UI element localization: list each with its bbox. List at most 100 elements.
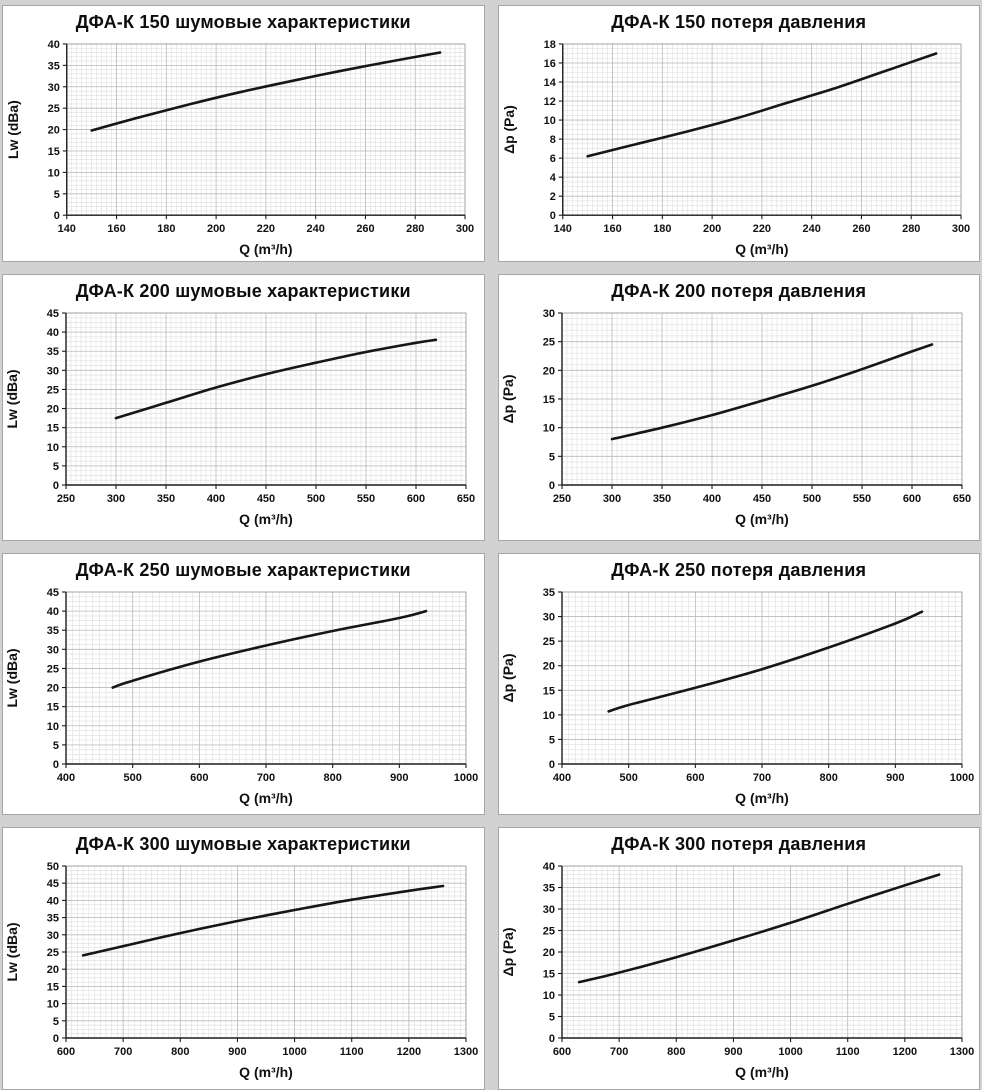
svg-text:30: 30 (543, 612, 555, 624)
y-axis-label: Δp (Pa) (500, 375, 516, 424)
svg-text:8: 8 (549, 134, 555, 146)
data-curve (82, 884, 445, 957)
chart-panel-dfa-k-300-pressure: ДФА-К 300 потеря давления 600 700 800 900 10… (497, 827, 980, 1090)
svg-text:30: 30 (47, 644, 59, 656)
svg-text:300: 300 (603, 493, 621, 505)
svg-text:30: 30 (543, 904, 555, 916)
svg-text:45: 45 (47, 878, 59, 890)
svg-text:140: 140 (553, 223, 571, 235)
svg-text:250: 250 (553, 493, 571, 505)
svg-text:5: 5 (53, 461, 59, 473)
svg-text:280: 280 (406, 223, 424, 235)
chart-title: ДФА-К 200 потеря давления (611, 281, 867, 301)
svg-text:160: 160 (603, 223, 621, 235)
svg-text:15: 15 (48, 146, 60, 158)
svg-text:0: 0 (53, 480, 59, 492)
chart-title: ДФА-К 300 шумовые характеристики (75, 834, 411, 854)
svg-text:5: 5 (549, 451, 555, 463)
svg-text:800: 800 (667, 1046, 685, 1058)
svg-text:260: 260 (852, 223, 870, 235)
svg-text:900: 900 (228, 1046, 246, 1058)
svg-text:20: 20 (47, 964, 59, 976)
svg-text:20: 20 (47, 404, 59, 416)
svg-text:0: 0 (549, 1033, 555, 1045)
svg-text:450: 450 (257, 493, 275, 505)
svg-text:15: 15 (47, 981, 59, 993)
svg-text:1200: 1200 (892, 1046, 916, 1058)
line-chart-dfa-k-300-pressure: 600 700 800 900 1000 1100 1200 1300 0 5 10 15 20 25 30… (500, 861, 974, 1080)
line-chart-dfa-k-250-noise: 400 500 600 700 800 900 1000 0 5 10 15 20 25 30 35 40 45… (4, 587, 478, 806)
svg-text:250: 250 (57, 493, 75, 505)
svg-text:35: 35 (48, 60, 60, 72)
svg-text:25: 25 (47, 663, 59, 675)
svg-text:25: 25 (48, 103, 60, 115)
data-curve (577, 873, 941, 984)
chart-title: ДФА-К 150 потеря давления (611, 12, 867, 32)
svg-text:10: 10 (543, 710, 555, 722)
svg-text:160: 160 (108, 223, 126, 235)
svg-text:700: 700 (753, 772, 771, 784)
svg-text:20: 20 (543, 661, 555, 673)
line-chart-dfa-k-200-pressure: 250 300 350 400 450 500 550 600 650 0 5 10 15 20 25 30 Q… (500, 308, 971, 527)
x-axis-label: Q (m³/h) (239, 511, 293, 527)
svg-text:240: 240 (307, 223, 325, 235)
svg-text:40: 40 (47, 327, 59, 339)
x-axis-label: Q (m³/h) (239, 790, 293, 806)
chart-panel-dfa-k-200-noise: ДФА-К 200 шумовые характеристики 250 300 3… (2, 274, 485, 541)
svg-text:40: 40 (47, 606, 59, 618)
svg-text:30: 30 (48, 82, 60, 94)
svg-text:6: 6 (549, 153, 555, 165)
chart-title: ДФА-К 300 потеря давления (611, 834, 867, 854)
y-axis-label: Δp (Pa) (501, 105, 517, 154)
svg-text:1000: 1000 (778, 1046, 802, 1058)
svg-text:40: 40 (48, 39, 60, 51)
svg-text:10: 10 (543, 115, 555, 127)
svg-text:300: 300 (107, 493, 125, 505)
svg-text:0: 0 (549, 759, 555, 771)
line-chart-dfa-k-200-noise: 250 300 350 400 450 500 550 600 650 0 5 10 15 20 25 30 3… (4, 308, 475, 527)
svg-text:15: 15 (47, 702, 59, 714)
svg-text:5: 5 (53, 1016, 59, 1028)
svg-text:600: 600 (553, 1046, 571, 1058)
svg-text:400: 400 (207, 493, 225, 505)
svg-text:400: 400 (57, 772, 75, 784)
svg-text:650: 650 (953, 493, 971, 505)
svg-text:40: 40 (543, 861, 555, 873)
chart-title: ДФА-К 250 шумовые характеристики (75, 560, 411, 580)
data-curve (111, 609, 428, 689)
data-curve (610, 343, 934, 441)
svg-text:800: 800 (171, 1046, 189, 1058)
svg-text:30: 30 (47, 365, 59, 377)
line-chart-dfa-k-250-pressure: 400 500 600 700 800 900 1000 0 5 10 15 20 25 30 35 Q (m… (500, 587, 974, 806)
svg-text:10: 10 (48, 167, 60, 179)
svg-text:20: 20 (48, 125, 60, 137)
svg-text:450: 450 (753, 493, 771, 505)
svg-text:0: 0 (549, 210, 555, 222)
svg-text:240: 240 (802, 223, 820, 235)
chart-panel-dfa-k-200-pressure: ДФА-К 200 потеря давления 250 300 350 400 45… (497, 274, 980, 541)
svg-text:500: 500 (307, 493, 325, 505)
svg-text:900: 900 (724, 1046, 742, 1058)
svg-text:15: 15 (47, 423, 59, 435)
svg-text:35: 35 (543, 883, 555, 895)
svg-text:10: 10 (543, 990, 555, 1002)
svg-text:25: 25 (543, 636, 555, 648)
chart-panel-dfa-k-250-pressure: ДФА-К 250 потеря давления 400 500 600 700 80… (497, 553, 980, 815)
svg-text:14: 14 (543, 77, 556, 89)
svg-text:0: 0 (54, 210, 60, 222)
svg-text:800: 800 (819, 772, 837, 784)
svg-text:1300: 1300 (454, 1046, 478, 1058)
svg-text:1000: 1000 (283, 1046, 307, 1058)
chart-panel-dfa-k-150-noise: ДФА-К 150 шумовые характеристики 140 160 1… (2, 5, 485, 262)
svg-text:220: 220 (753, 223, 771, 235)
svg-text:400: 400 (703, 493, 721, 505)
svg-text:1100: 1100 (836, 1046, 860, 1058)
svg-text:10: 10 (543, 423, 555, 435)
svg-text:4: 4 (549, 172, 556, 184)
svg-text:550: 550 (853, 493, 871, 505)
svg-text:300: 300 (952, 223, 970, 235)
svg-text:600: 600 (407, 493, 425, 505)
svg-text:10: 10 (47, 442, 59, 454)
svg-text:15: 15 (543, 969, 555, 981)
svg-text:16: 16 (543, 58, 555, 70)
